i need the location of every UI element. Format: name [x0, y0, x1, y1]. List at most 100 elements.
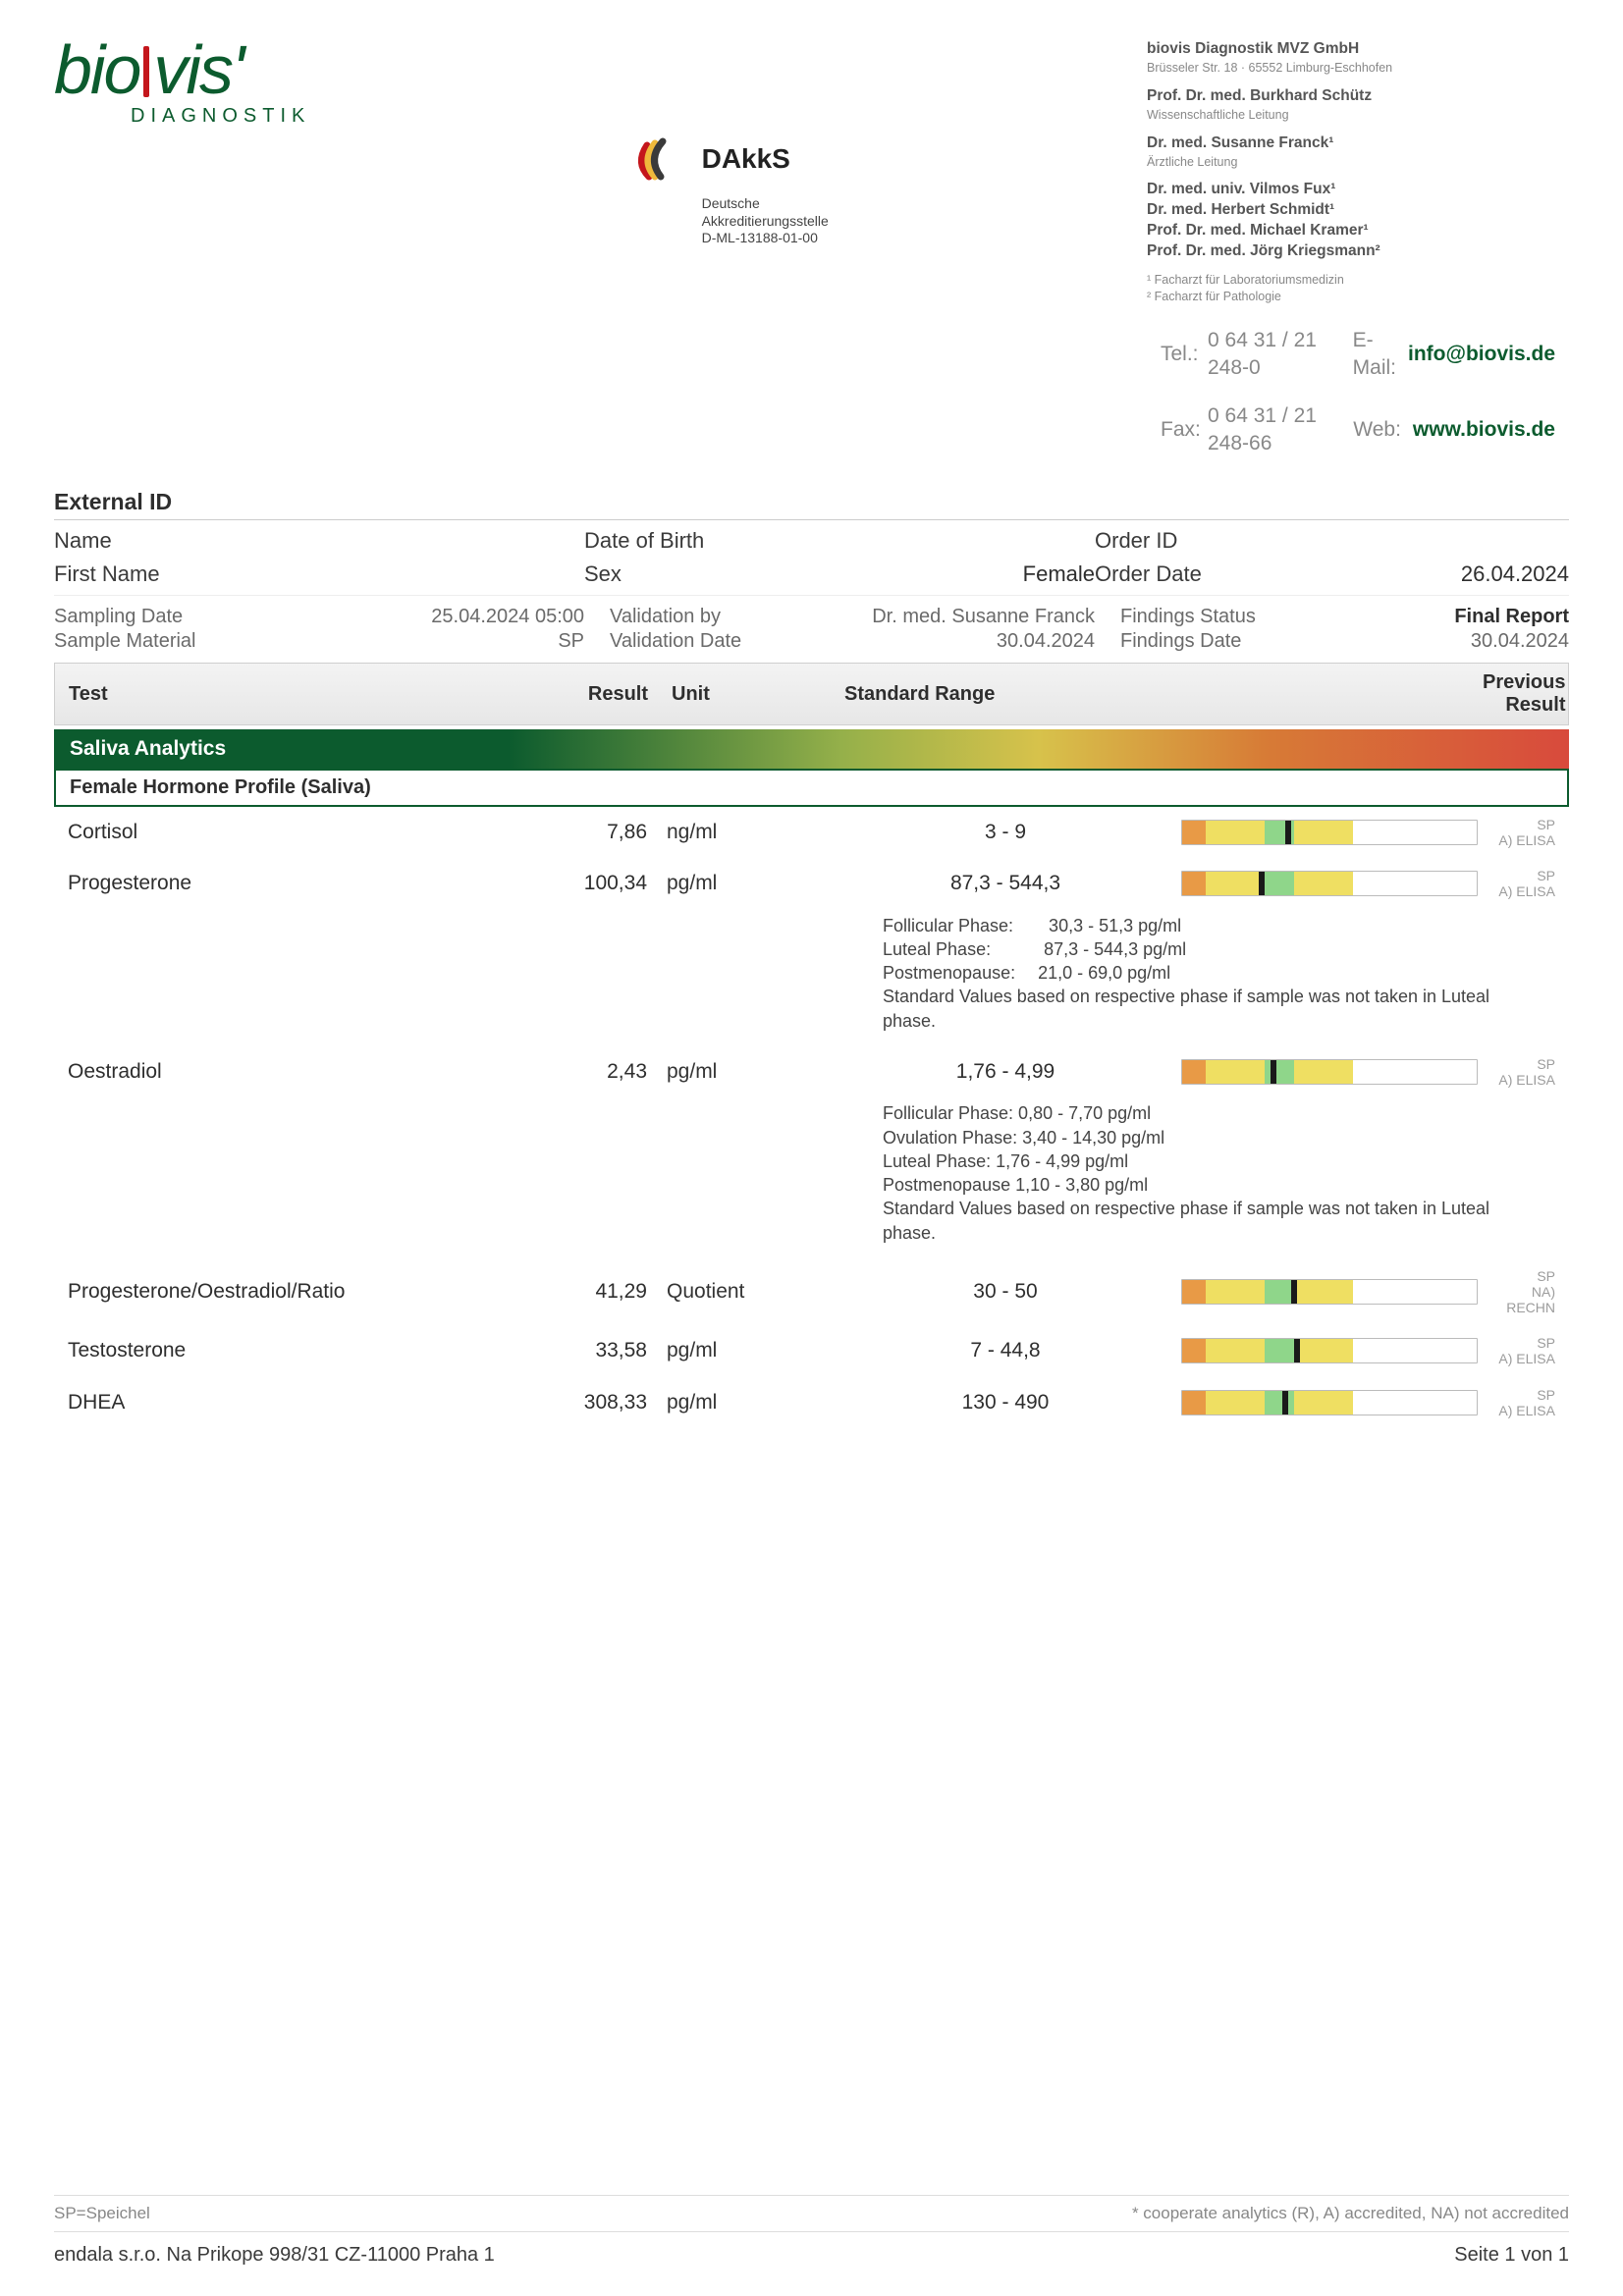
dakks-block: DAkkS Deutsche Akkreditierungsstelle D-M…: [629, 128, 829, 247]
result-value: 41,29: [480, 1280, 667, 1304]
name-label: Name: [54, 528, 388, 554]
sample-material-value: SP: [388, 630, 584, 653]
dob-label: Date of Birth: [584, 528, 800, 554]
range-bar: [1181, 1390, 1478, 1415]
result-note: Follicular Phase: 0,80 - 7,70 pg/ml Ovul…: [834, 1097, 1555, 1258]
company-p2: Dr. med. Susanne Franck¹: [1147, 134, 1333, 151]
result-value: 2,43: [480, 1060, 667, 1084]
dakks-line1: Deutsche: [702, 195, 829, 213]
th-unit: Unit: [668, 683, 835, 706]
meta-block: External ID Name Date of Birth Order ID …: [54, 489, 1569, 653]
range-marker-icon: [1282, 1390, 1288, 1415]
findings-status-value: Final Report: [1330, 606, 1569, 628]
result-unit: ng/ml: [667, 821, 834, 844]
company-block: biovis Diagnostik MVZ GmbH Brüsseler Str…: [1147, 39, 1569, 467]
company-p5: Prof. Dr. med. Michael Kramer¹: [1147, 222, 1369, 239]
validation-date-label: Validation Date: [584, 630, 800, 653]
result-row: Cortisol7,86ng/ml3 - 9SPA) ELISA: [54, 807, 1569, 858]
footer-page: endala s.r.o. Na Prikope 998/31 CZ-11000…: [54, 2232, 1569, 2267]
result-unit: Quotient: [667, 1280, 834, 1304]
th-standard-range: Standard Range: [835, 683, 1178, 706]
order-id-label: Order ID: [1095, 528, 1330, 554]
subsection-bar: Female Hormone Profile (Saliva): [54, 769, 1569, 807]
method-meta: SPA) ELISA: [1482, 817, 1555, 848]
result-unit: pg/ml: [667, 1060, 834, 1084]
footer-pagenum: Seite 1 von 1: [1454, 2244, 1569, 2267]
result-row: DHEA308,33pg/ml130 - 490SPA) ELISA: [54, 1377, 1569, 1428]
sex-label: Sex: [584, 561, 800, 587]
range-bar-cell: [1177, 1390, 1482, 1415]
method-meta: SPA) ELISA: [1482, 1335, 1555, 1366]
company-p1-role: Wissenschaftliche Leitung: [1147, 107, 1569, 124]
company-p2-role: Ärztliche Leitung: [1147, 154, 1569, 171]
result-value: 33,58: [480, 1339, 667, 1362]
range-bar-cell: [1177, 1059, 1482, 1085]
result-note-row: Follicular Phase: 0,80 - 7,70 pg/ml Ovul…: [54, 1097, 1569, 1258]
order-date-label: Order Date: [1095, 561, 1330, 587]
result-row: Progesterone/Oestradiol/Ratio41,29Quotie…: [54, 1258, 1569, 1325]
company-p4: Dr. med. Herbert Schmidt¹: [1147, 201, 1334, 218]
sampling-date-value: 25.04.2024 05:00: [388, 606, 584, 628]
standard-range: 1,76 - 4,99: [834, 1060, 1177, 1084]
range-bar-cell: [1177, 820, 1482, 845]
company-p1: Prof. Dr. med. Burkhard Schütz: [1147, 87, 1372, 104]
result-row: Progesterone100,34pg/ml87,3 - 544,3SPA) …: [54, 858, 1569, 909]
standard-range: 30 - 50: [834, 1280, 1177, 1304]
result-unit: pg/ml: [667, 1339, 834, 1362]
logo-part2: vis': [153, 39, 243, 101]
range-bar-cell: [1177, 1279, 1482, 1305]
range-bar-cell: [1177, 1338, 1482, 1363]
method-meta: SPA) ELISA: [1482, 868, 1555, 899]
range-marker-icon: [1259, 871, 1265, 896]
range-bar-cell: [1177, 871, 1482, 896]
header: biovis' DIAGNOSTIK DAkkS Deutsche Akkred…: [54, 39, 1569, 467]
dakks-name: DAkkS: [702, 143, 790, 175]
result-note: Follicular Phase: 30,3 - 51,3 pg/ml Lute…: [834, 910, 1555, 1046]
company-fn1: ¹ Facharzt für Laboratoriumsmedizin: [1147, 272, 1569, 289]
result-note-row: Follicular Phase: 30,3 - 51,3 pg/ml Lute…: [54, 910, 1569, 1046]
range-bar: [1181, 871, 1478, 896]
company-p3: Dr. med. univ. Vilmos Fux¹: [1147, 181, 1335, 197]
results-table: Cortisol7,86ng/ml3 - 9SPA) ELISAProgeste…: [54, 807, 1569, 1427]
table-header: Test Result Unit Standard Range Previous…: [54, 663, 1569, 725]
email-link[interactable]: info@biovis.de: [1408, 341, 1555, 368]
company-fn2: ² Facharzt für Pathologie: [1147, 289, 1569, 305]
range-bar: [1181, 1279, 1478, 1305]
web-label: Web:: [1353, 416, 1401, 444]
logo-block: biovis' DIAGNOSTIK: [54, 39, 310, 128]
range-marker-icon: [1294, 1338, 1300, 1363]
range-marker-icon: [1285, 820, 1291, 845]
tel-label: Tel.:: [1161, 341, 1196, 368]
sampling-date-label: Sampling Date: [54, 606, 388, 628]
test-name: DHEA: [68, 1391, 480, 1415]
result-value: 100,34: [480, 872, 667, 895]
test-name: Progesterone: [68, 872, 480, 895]
footer-left: SP=Speichel: [54, 2204, 150, 2223]
standard-range: 7 - 44,8: [834, 1339, 1177, 1362]
method-meta: SPA) ELISA: [1482, 1387, 1555, 1418]
company-addr: Brüsseler Str. 18 · 65552 Limburg-Eschho…: [1147, 60, 1569, 77]
test-name: Cortisol: [68, 821, 480, 844]
validation-date-value: 30.04.2024: [800, 630, 1095, 653]
test-name: Oestradiol: [68, 1060, 480, 1084]
order-date-value: 26.04.2024: [1330, 561, 1569, 587]
fax-value: 0 64 31 / 21 248-66: [1208, 402, 1331, 458]
section-bar: Saliva Analytics: [54, 729, 1569, 769]
standard-range: 87,3 - 544,3: [834, 872, 1177, 895]
footer-addr: endala s.r.o. Na Prikope 998/31 CZ-11000…: [54, 2244, 495, 2267]
footer-right: * cooperate analytics (R), A) accredited…: [1132, 2204, 1569, 2223]
th-test: Test: [69, 683, 481, 706]
range-bar: [1181, 1338, 1478, 1363]
fax-label: Fax:: [1161, 416, 1196, 444]
logo-part1: bio: [54, 39, 139, 101]
biovis-logo: biovis': [54, 39, 310, 101]
validation-by-label: Validation by: [584, 606, 800, 628]
method-meta: SPNA) RECHN: [1482, 1268, 1555, 1315]
range-marker-icon: [1291, 1279, 1297, 1305]
findings-date-label: Findings Date: [1095, 630, 1330, 653]
email-label: E-Mail:: [1353, 327, 1396, 383]
result-row: Testosterone33,58pg/ml7 - 44,8SPA) ELISA: [54, 1325, 1569, 1376]
dakks-line2: Akkreditierungsstelle: [702, 213, 829, 231]
web-link[interactable]: www.biovis.de: [1413, 416, 1555, 444]
test-name: Progesterone/Oestradiol/Ratio: [68, 1280, 480, 1304]
